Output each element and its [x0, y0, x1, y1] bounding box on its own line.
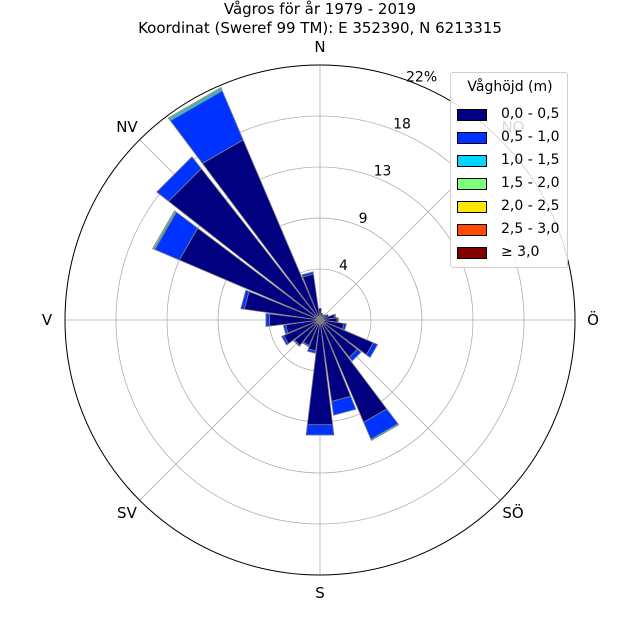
- polar-frame: [64, 64, 576, 576]
- rose-bar-segment: [281, 334, 290, 346]
- rose-bar-segment: [265, 313, 270, 327]
- radial-tick-label: 22%: [406, 69, 437, 85]
- direction-labels: NNOÖSÖSSVVNV: [42, 38, 599, 602]
- direction-label: SÖ: [502, 503, 523, 522]
- legend-swatch: [457, 132, 487, 144]
- rose-bar-segment: [342, 322, 347, 331]
- legend-swatch: [457, 155, 487, 167]
- legend-label: 2,0 - 2,5: [501, 198, 560, 214]
- rose-bar-segment: [331, 395, 357, 416]
- legend-swatch: [457, 109, 487, 121]
- legend-label: 1,5 - 2,0: [501, 175, 560, 191]
- rose-bar-segment: [348, 348, 362, 362]
- legend-title: Våghöjd (m): [467, 79, 553, 95]
- rose-bar-segment: [370, 423, 400, 442]
- rose-bar-segment: [282, 324, 289, 335]
- radial-tick-label: 13: [374, 164, 392, 180]
- legend: Våghöjd (m) 0,0 - 0,5 0,5 - 1,0 1,0 - 1,5 1…: [450, 72, 568, 268]
- legend-swatch: [457, 247, 487, 259]
- rose-bar-segment: [365, 342, 379, 359]
- rose-bar-segment: [305, 424, 335, 436]
- legend-label: 2,5 - 3,0: [501, 221, 560, 237]
- rose-bar-segment: [167, 87, 222, 120]
- chart-title: Vågros för år 1979 - 2019: [223, 0, 417, 18]
- legend-label: ≥ 3,0: [501, 244, 540, 260]
- rose-bar-segment: [336, 317, 339, 323]
- direction-label: N: [314, 38, 325, 56]
- radial-tick-label: 4: [339, 258, 348, 274]
- legend-swatch: [457, 178, 487, 190]
- rose-bar-segment: [156, 156, 202, 202]
- chart-subtitle: Koordinat (Sweref 99 TM): E 352390, N 62…: [138, 19, 502, 37]
- direction-label: SV: [117, 504, 138, 522]
- radial-tick-label: 9: [359, 211, 368, 227]
- direction-label: NV: [116, 118, 138, 136]
- radial-tick-labels: 4 9 13 18 22%: [339, 69, 437, 273]
- rose-bar-segment: [302, 341, 310, 348]
- direction-label: Ö: [587, 310, 599, 329]
- legend-swatch: [457, 224, 487, 236]
- radial-tick-label: 18: [393, 117, 411, 133]
- rose-bar-segment: [240, 289, 250, 310]
- legend-swatch: [457, 201, 487, 213]
- rose-bar-segment: [292, 339, 301, 348]
- rose-bar-segment: [152, 210, 176, 250]
- legend-label: 0,5 - 1,0: [501, 129, 560, 145]
- legend-label: 0,0 - 0,5: [501, 106, 560, 122]
- rose-bar-segment: [301, 271, 314, 278]
- rose-bars: [152, 87, 400, 442]
- direction-label: V: [42, 311, 53, 329]
- outer-circle: [64, 64, 576, 576]
- legend-label: 1,0 - 1,5: [501, 152, 560, 168]
- direction-label: S: [315, 584, 325, 602]
- rose-bar-segment: [306, 348, 317, 354]
- grid-spoke: [139, 319, 321, 501]
